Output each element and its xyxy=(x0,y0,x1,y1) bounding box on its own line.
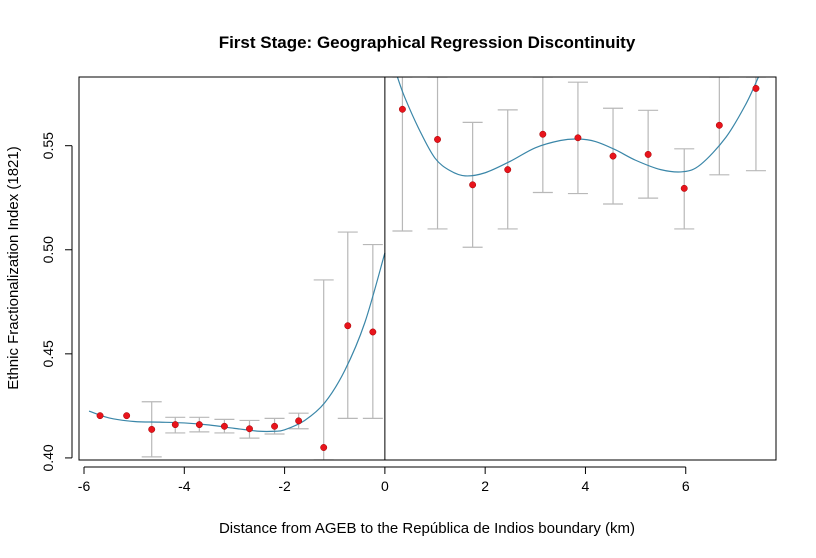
error-bar xyxy=(745,77,766,172)
x-tick-label: 6 xyxy=(682,478,690,494)
data-point xyxy=(752,84,760,92)
data-point xyxy=(148,425,156,433)
data-point xyxy=(123,412,131,420)
data-point xyxy=(369,328,377,336)
fit-line-right xyxy=(396,77,759,177)
data-point xyxy=(715,121,723,129)
error-bar xyxy=(313,279,334,460)
fit-lines-layer xyxy=(88,77,759,433)
error-bars-layer xyxy=(141,77,766,460)
plot-frame xyxy=(78,76,777,461)
error-bar xyxy=(427,77,448,230)
data-point xyxy=(539,130,547,138)
data-point xyxy=(574,134,582,142)
data-point xyxy=(171,421,179,429)
x-axis: -6 -4 -2 0 2 4 6 xyxy=(78,466,690,494)
data-point xyxy=(504,166,512,174)
data-point xyxy=(271,422,279,430)
data-point xyxy=(344,322,352,330)
data-point xyxy=(295,417,303,425)
x-tick-label: 0 xyxy=(381,478,389,494)
y-tick-label: 0.50 xyxy=(40,236,56,263)
y-tick-label: 0.45 xyxy=(40,340,56,367)
data-point xyxy=(398,105,406,113)
y-axis-label: Ethnic Fractionalization Index (1821) xyxy=(5,146,22,389)
data-point xyxy=(434,135,441,143)
x-tick-label: -4 xyxy=(178,478,191,494)
data-point xyxy=(680,184,688,192)
data-point xyxy=(609,152,617,160)
y-tick-label: 0.40 xyxy=(40,444,56,471)
error-bar xyxy=(392,77,413,232)
data-point xyxy=(96,412,104,420)
x-tick-label: -6 xyxy=(78,478,91,494)
x-tick-label: 4 xyxy=(582,478,590,494)
x-axis-label: Distance from AGEB to the República de I… xyxy=(219,520,635,537)
data-point xyxy=(644,150,652,158)
y-axis: 0.40 0.45 0.50 0.55 xyxy=(40,132,73,472)
x-tick-label: -2 xyxy=(278,478,291,494)
x-tick-label: 2 xyxy=(481,478,489,494)
chart-title: First Stage: Geographical Regression Dis… xyxy=(219,33,636,52)
data-point xyxy=(195,421,203,429)
fit-line-left xyxy=(88,252,386,433)
data-point xyxy=(320,444,328,451)
y-tick-label: 0.55 xyxy=(40,132,56,159)
data-point xyxy=(246,425,253,433)
points-layer xyxy=(96,84,760,451)
data-point xyxy=(220,422,228,430)
data-point xyxy=(469,181,477,189)
